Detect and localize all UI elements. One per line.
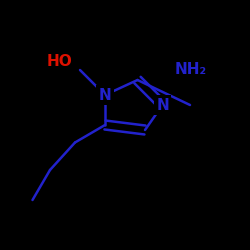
Text: N: N: [98, 88, 112, 102]
Text: NH₂: NH₂: [175, 62, 207, 78]
Text: N: N: [156, 98, 169, 112]
Text: HO: HO: [47, 54, 72, 69]
